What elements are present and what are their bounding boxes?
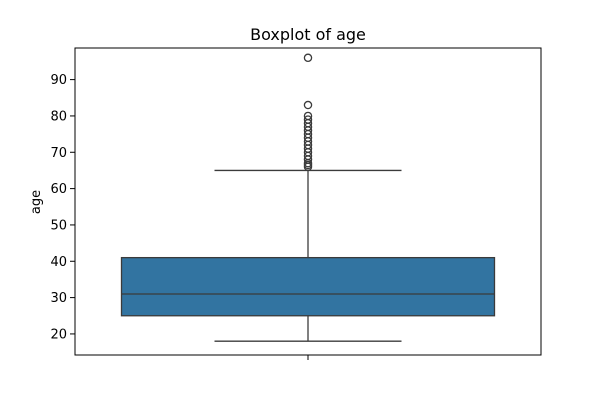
- outlier-point: [303, 111, 313, 121]
- y-tick-label: 60: [50, 182, 67, 197]
- y-tick-label: 50: [50, 218, 67, 233]
- outlier-point: [303, 115, 313, 124]
- interquartile-box: [120, 256, 496, 317]
- outlier-point: [303, 100, 313, 110]
- outlier-markers: [303, 53, 313, 172]
- box-group: [120, 169, 496, 342]
- y-tick-label: 30: [50, 291, 67, 306]
- y-tick-label: 80: [50, 109, 67, 124]
- y-tick-label: 20: [50, 327, 67, 342]
- y-tick-label: 40: [50, 255, 67, 270]
- y-tick-label: 90: [50, 73, 67, 88]
- plot-frame: [74, 47, 542, 356]
- chart-title: Boxplot of age: [250, 25, 366, 44]
- outlier-point: [303, 53, 313, 63]
- y-axis-label: age: [29, 190, 44, 214]
- y-tick-label: 70: [50, 146, 67, 161]
- y-axis-ticks: 20 30 40 50 60 70 80 90: [50, 73, 75, 342]
